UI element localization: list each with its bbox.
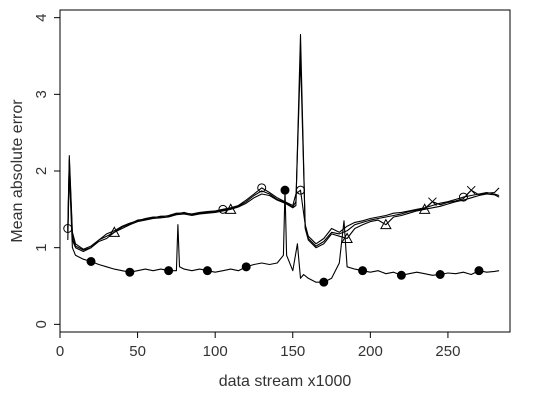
series-3-marker-8 — [396, 270, 406, 280]
y-tick-label-4: 4 — [33, 13, 50, 21]
series-3-marker-0 — [86, 256, 96, 266]
series-3-marker-1 — [125, 267, 135, 277]
y-tick-label-3: 3 — [33, 90, 50, 98]
series-2-marker-1 — [466, 185, 476, 195]
x-axis-label: data stream x1000 — [219, 373, 352, 390]
series-3-marker-5 — [280, 185, 290, 195]
series-group — [63, 33, 500, 287]
series-1-line — [67, 33, 500, 253]
x-tick-label-5: 250 — [435, 343, 460, 360]
x-tick-label-1: 50 — [129, 343, 146, 360]
series-3-marker-9 — [435, 270, 445, 279]
y-tick-label-2: 2 — [33, 167, 50, 175]
series-1-marker-3 — [380, 218, 392, 230]
series-3-marker-2 — [164, 266, 174, 276]
series-3-marker-3 — [202, 266, 212, 276]
y-tick-label-0: 0 — [33, 320, 50, 328]
series-0-marker-4 — [458, 192, 468, 202]
series-3-line — [67, 170, 500, 283]
series-1-marker-2 — [341, 232, 353, 243]
series-2-marker-0 — [428, 197, 437, 207]
series-3-marker-7 — [358, 266, 368, 276]
y-axis-label: Mean absolute error — [9, 99, 26, 243]
series-3-marker-10 — [474, 266, 484, 276]
x-tick-label-4: 200 — [358, 343, 383, 360]
series-1-marker-0 — [108, 226, 121, 237]
x-tick-label-2: 100 — [203, 343, 228, 360]
series-3-marker-6 — [319, 277, 329, 287]
plot-area — [63, 33, 500, 287]
y-tick-label-1: 1 — [33, 243, 50, 251]
axes: 0 50 100 150 200 250 0 1 2 3 4 — [33, 9, 511, 360]
series-0-marker-2 — [257, 183, 267, 193]
plot-frame — [59, 9, 511, 333]
series-2-line — [67, 55, 500, 251]
x-tick-label-3: 150 — [280, 343, 305, 360]
series-3-marker-4 — [241, 262, 251, 272]
x-tick-label-0: 0 — [56, 343, 64, 360]
